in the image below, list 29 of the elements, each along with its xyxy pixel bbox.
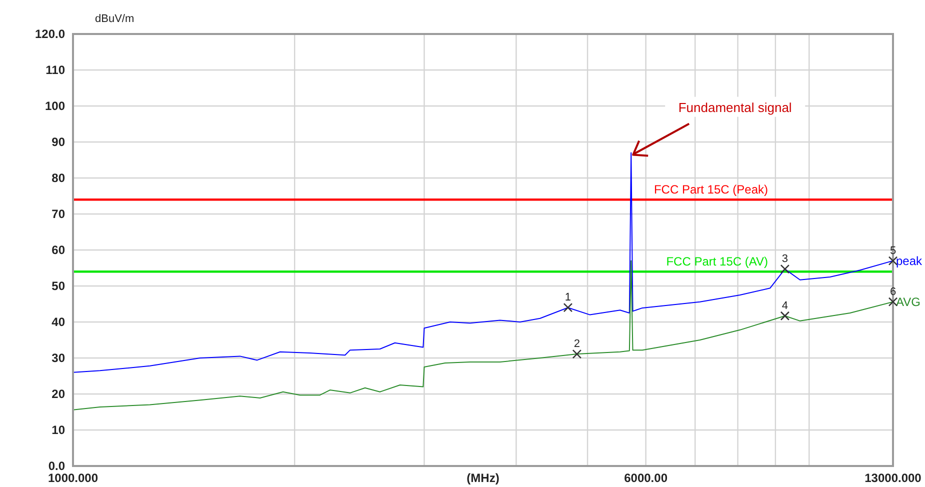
y-tick-label: 10 bbox=[52, 423, 66, 437]
series-label: peak bbox=[896, 254, 924, 268]
y-tick-label: 30 bbox=[52, 351, 66, 365]
annotation: 1 bbox=[564, 292, 572, 304]
x-axis-title: (MHz) bbox=[466, 471, 500, 485]
y-axis-title: dBuV/m bbox=[95, 13, 134, 25]
x-tick-label: 6000.00 bbox=[624, 471, 668, 485]
y-tick-label: 0.0 bbox=[48, 459, 66, 473]
y-tick-label: 70 bbox=[52, 207, 66, 221]
y-tick-label: 90 bbox=[52, 135, 66, 149]
x-tick-label: 1000.000 bbox=[48, 471, 98, 485]
x-tick-label: 13000.000 bbox=[864, 471, 922, 485]
y-tick-label: 80 bbox=[52, 171, 66, 185]
y-tick-label: 110 bbox=[46, 63, 66, 77]
annotation: 3 bbox=[782, 253, 788, 266]
annotation: 2 bbox=[574, 338, 580, 350]
y-tick-label: 40 bbox=[52, 315, 66, 329]
series-label: AVG bbox=[896, 294, 920, 309]
y-tick-label: 100 bbox=[44, 99, 66, 113]
annotation: 5 bbox=[890, 244, 896, 257]
y-tick-label: 120.0 bbox=[34, 27, 66, 41]
y-tick-label: 20 bbox=[52, 387, 66, 401]
ref-line-label: FCC Part 15C (AV) bbox=[666, 254, 768, 269]
annotation: 4 bbox=[782, 300, 788, 312]
y-tick-label: 60 bbox=[52, 243, 66, 257]
y-tick-label: 50 bbox=[52, 279, 66, 293]
annotation: Fundamental signal bbox=[678, 100, 792, 115]
ref-line-label: FCC Part 15C (Peak) bbox=[654, 182, 768, 197]
annotation: 6 bbox=[890, 286, 896, 298]
